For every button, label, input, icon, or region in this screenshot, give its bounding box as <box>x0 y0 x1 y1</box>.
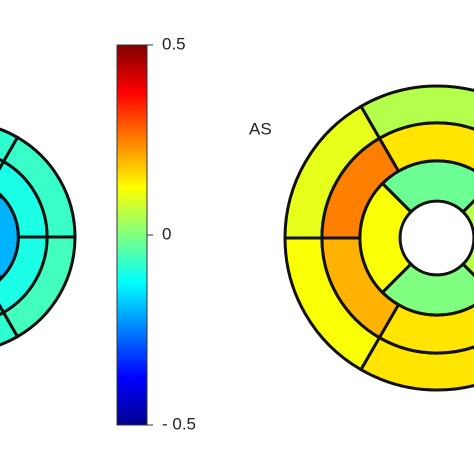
colorbar <box>116 44 148 426</box>
segment <box>0 193 20 281</box>
colorbar-tick-label: 0.5 <box>162 34 186 53</box>
segment <box>358 181 414 295</box>
colorbar-tick-label: - 0.5 <box>162 414 196 433</box>
series-label: AS <box>249 119 272 138</box>
segment <box>460 198 474 278</box>
segment <box>0 127 20 164</box>
segment <box>380 261 474 317</box>
colorbar-tick-label: 0 <box>162 224 171 243</box>
segment <box>380 159 474 215</box>
